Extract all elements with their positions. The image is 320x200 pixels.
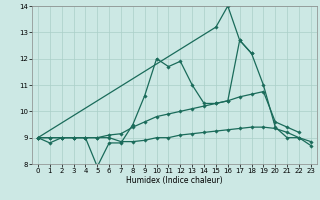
X-axis label: Humidex (Indice chaleur): Humidex (Indice chaleur) [126,176,223,185]
